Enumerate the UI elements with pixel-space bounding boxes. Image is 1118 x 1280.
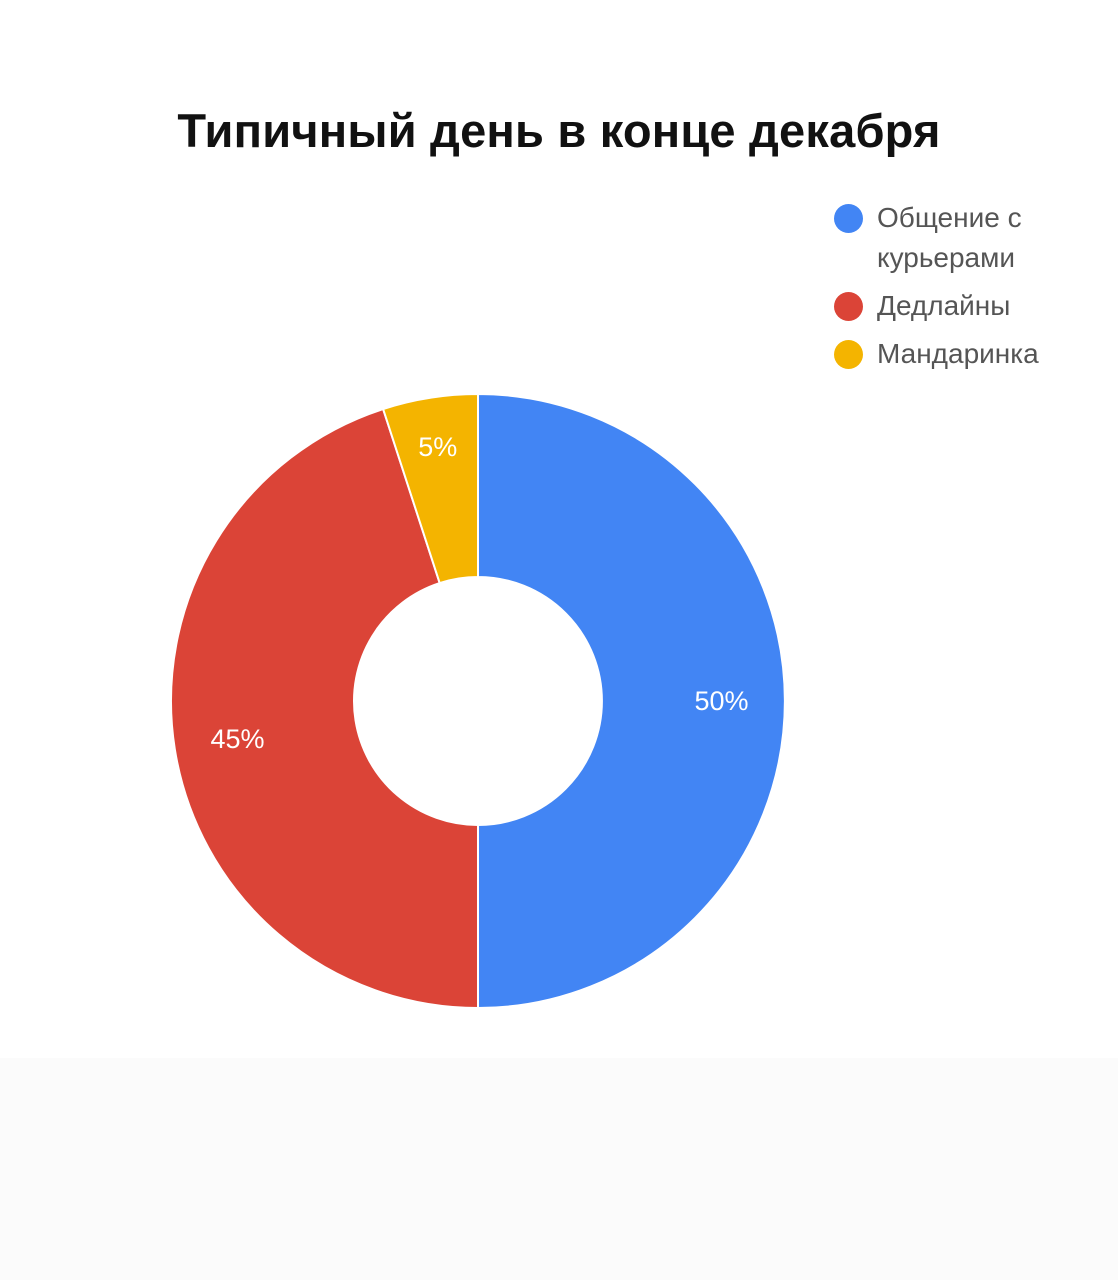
donut-slice-deadlines — [170, 407, 479, 1010]
legend-swatch-tangerine — [834, 340, 863, 369]
donut-slice-couriers — [477, 392, 786, 1010]
slice-label-couriers: 50% — [694, 686, 748, 716]
chart-title: Типичный день в конце декабря — [177, 104, 941, 157]
legend-swatch-couriers — [834, 204, 863, 233]
donut-slice-labels: 50% 45% 5% — [210, 432, 748, 754]
legend-item-tangerine: Мандаринка — [832, 334, 1092, 374]
slice-label-tangerine: 5% — [418, 432, 457, 462]
legend-label-deadlines: Дедлайны — [877, 290, 1011, 321]
slice-label-deadlines: 45% — [210, 724, 264, 754]
legend-swatch-deadlines — [834, 292, 863, 321]
legend-item-couriers: Общение с курьерами — [832, 198, 1092, 278]
legend-label-tangerine: Мандаринка — [877, 338, 1039, 369]
chart-legend: Общение с курьерами Дедлайны Мандаринка — [832, 198, 1092, 382]
donut-slices — [170, 392, 786, 1010]
bottom-band — [0, 1058, 1118, 1280]
legend-label-couriers: Общение с курьерами — [877, 202, 1022, 273]
donut-slice-tangerine — [381, 392, 479, 585]
legend-item-deadlines: Дедлайны — [832, 286, 1092, 326]
